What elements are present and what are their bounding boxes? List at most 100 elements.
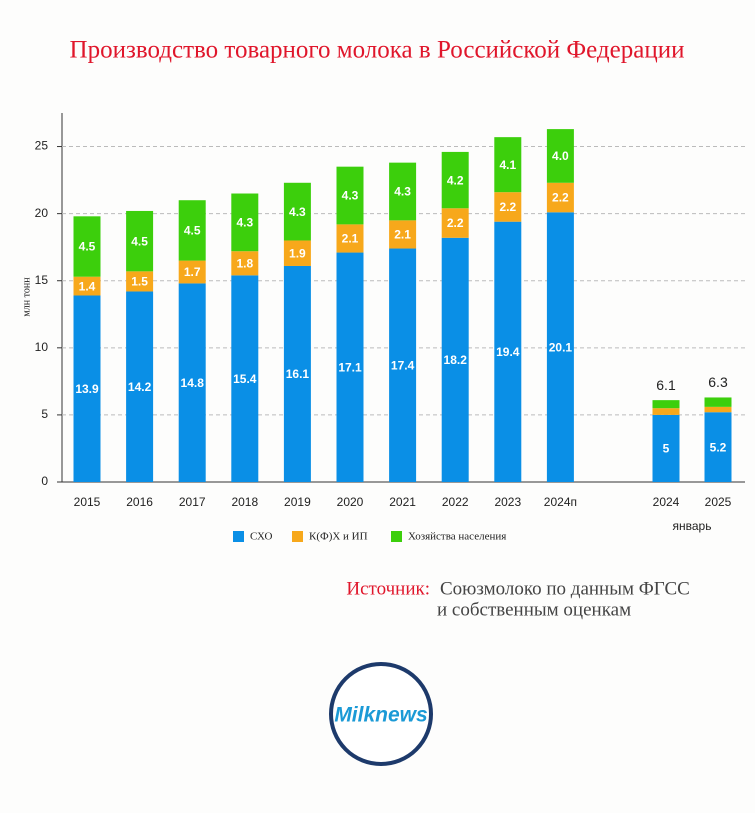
data-label: 4.3 — [236, 216, 253, 230]
x-tick-label: 2022 — [442, 495, 469, 509]
legend-swatch — [233, 531, 244, 542]
bar-segment — [546, 129, 574, 183]
data-label: 2.1 — [394, 228, 411, 242]
y-tick-label: 0 — [41, 474, 48, 488]
data-label: 2.1 — [342, 232, 359, 246]
data-label: 15.4 — [233, 372, 257, 386]
x-tick-label: 2020 — [337, 495, 364, 509]
data-label: 14.8 — [181, 376, 205, 390]
bar-segment — [441, 151, 469, 209]
source-label: Источник: — [346, 578, 430, 599]
bar-segment — [283, 265, 311, 482]
total-label: 6.3 — [708, 374, 728, 390]
data-label: 1.4 — [79, 279, 96, 293]
legend-label: Хозяйства населения — [408, 531, 506, 543]
bar-segment — [336, 252, 364, 482]
x-group-label: январь — [673, 519, 712, 533]
y-tick-label: 15 — [35, 273, 49, 287]
data-label: 1.9 — [289, 246, 306, 260]
data-label: 20.1 — [549, 340, 573, 354]
bar-segment — [178, 200, 206, 261]
bar-segment — [704, 406, 732, 413]
data-label: 5 — [663, 442, 670, 456]
data-label: 1.8 — [236, 256, 253, 270]
chart-title: Производство товарного молока в Российск… — [70, 37, 685, 64]
x-tick-label: 2015 — [74, 495, 101, 509]
data-label: 4.5 — [184, 224, 201, 238]
data-label: 4.3 — [289, 205, 306, 219]
data-label: 5.2 — [710, 440, 727, 454]
y-axis-label: млн тонн — [21, 277, 32, 317]
bar-segment — [441, 237, 469, 482]
bar-segment — [336, 224, 364, 253]
bar-segment — [73, 295, 101, 482]
y-tick-label: 5 — [41, 407, 48, 421]
data-label: 4.1 — [499, 158, 516, 172]
legend-swatch — [292, 531, 303, 542]
bar-segment — [178, 283, 206, 482]
x-tick-label: 2024п — [544, 495, 577, 509]
bar-segment — [231, 275, 259, 482]
bar-segment — [231, 193, 259, 252]
bar-segment — [73, 216, 101, 277]
logo: Milknews — [334, 704, 427, 727]
data-label: 2.2 — [447, 216, 464, 230]
bar-segment — [652, 414, 680, 482]
bar-segment — [389, 220, 417, 249]
bar-segment — [652, 408, 680, 415]
bar-segment — [126, 271, 154, 292]
y-tick-label: 25 — [35, 139, 49, 153]
bar-segment — [494, 192, 522, 222]
bar-segment — [73, 276, 101, 296]
bar-segment — [389, 162, 417, 221]
logo-circle — [329, 662, 433, 766]
bar-segment — [704, 397, 732, 407]
y-tick-label: 10 — [35, 340, 49, 354]
legend-label: К(Ф)Х и ИП — [309, 531, 368, 543]
y-tick-label: 20 — [35, 206, 49, 220]
source-text: Союзмолоко по данным ФГСС — [440, 578, 690, 599]
legend-label: СХО — [250, 531, 272, 543]
x-tick-label: 2024 — [653, 495, 680, 509]
bar-segment — [336, 166, 364, 225]
x-tick-label: 2016 — [126, 495, 153, 509]
x-tick-label: 2023 — [494, 495, 521, 509]
bar-segment — [283, 182, 311, 241]
bar-segment — [178, 260, 206, 284]
bar-segment — [546, 212, 574, 482]
data-label: 19.4 — [496, 345, 520, 359]
total-label: 6.1 — [656, 377, 676, 393]
data-label: 4.3 — [394, 185, 411, 199]
bar-segment — [494, 137, 522, 193]
data-label: 14.2 — [128, 380, 152, 394]
bar-segment — [231, 251, 259, 276]
data-label: 4.5 — [131, 234, 148, 248]
bar-segment — [389, 248, 417, 482]
bar-segment — [283, 240, 311, 266]
x-tick-label: 2025 — [705, 495, 732, 509]
data-label: 13.9 — [75, 382, 99, 396]
bar-segment — [126, 210, 154, 272]
data-label: 4.0 — [552, 149, 569, 163]
data-label: 17.4 — [391, 358, 415, 372]
bar-segment — [546, 182, 574, 213]
data-label: 16.1 — [286, 367, 310, 381]
x-tick-label: 2017 — [179, 495, 206, 509]
x-tick-label: 2018 — [231, 495, 258, 509]
data-label: 18.2 — [444, 353, 468, 367]
data-label: 2.2 — [499, 200, 516, 214]
data-label: 4.3 — [342, 189, 359, 203]
data-label: 4.2 — [447, 173, 464, 187]
bar-segment — [441, 208, 469, 238]
data-label: 1.5 — [131, 275, 148, 289]
x-tick-label: 2019 — [284, 495, 311, 509]
source-text: и собственным оценкам — [437, 599, 631, 620]
legend-swatch — [391, 531, 402, 542]
x-tick-label: 2021 — [389, 495, 416, 509]
data-label: 1.7 — [184, 265, 201, 279]
bar-segment — [494, 221, 522, 483]
bar-segment — [126, 291, 154, 482]
bar-segment — [652, 400, 680, 409]
bar-segment — [704, 412, 732, 482]
